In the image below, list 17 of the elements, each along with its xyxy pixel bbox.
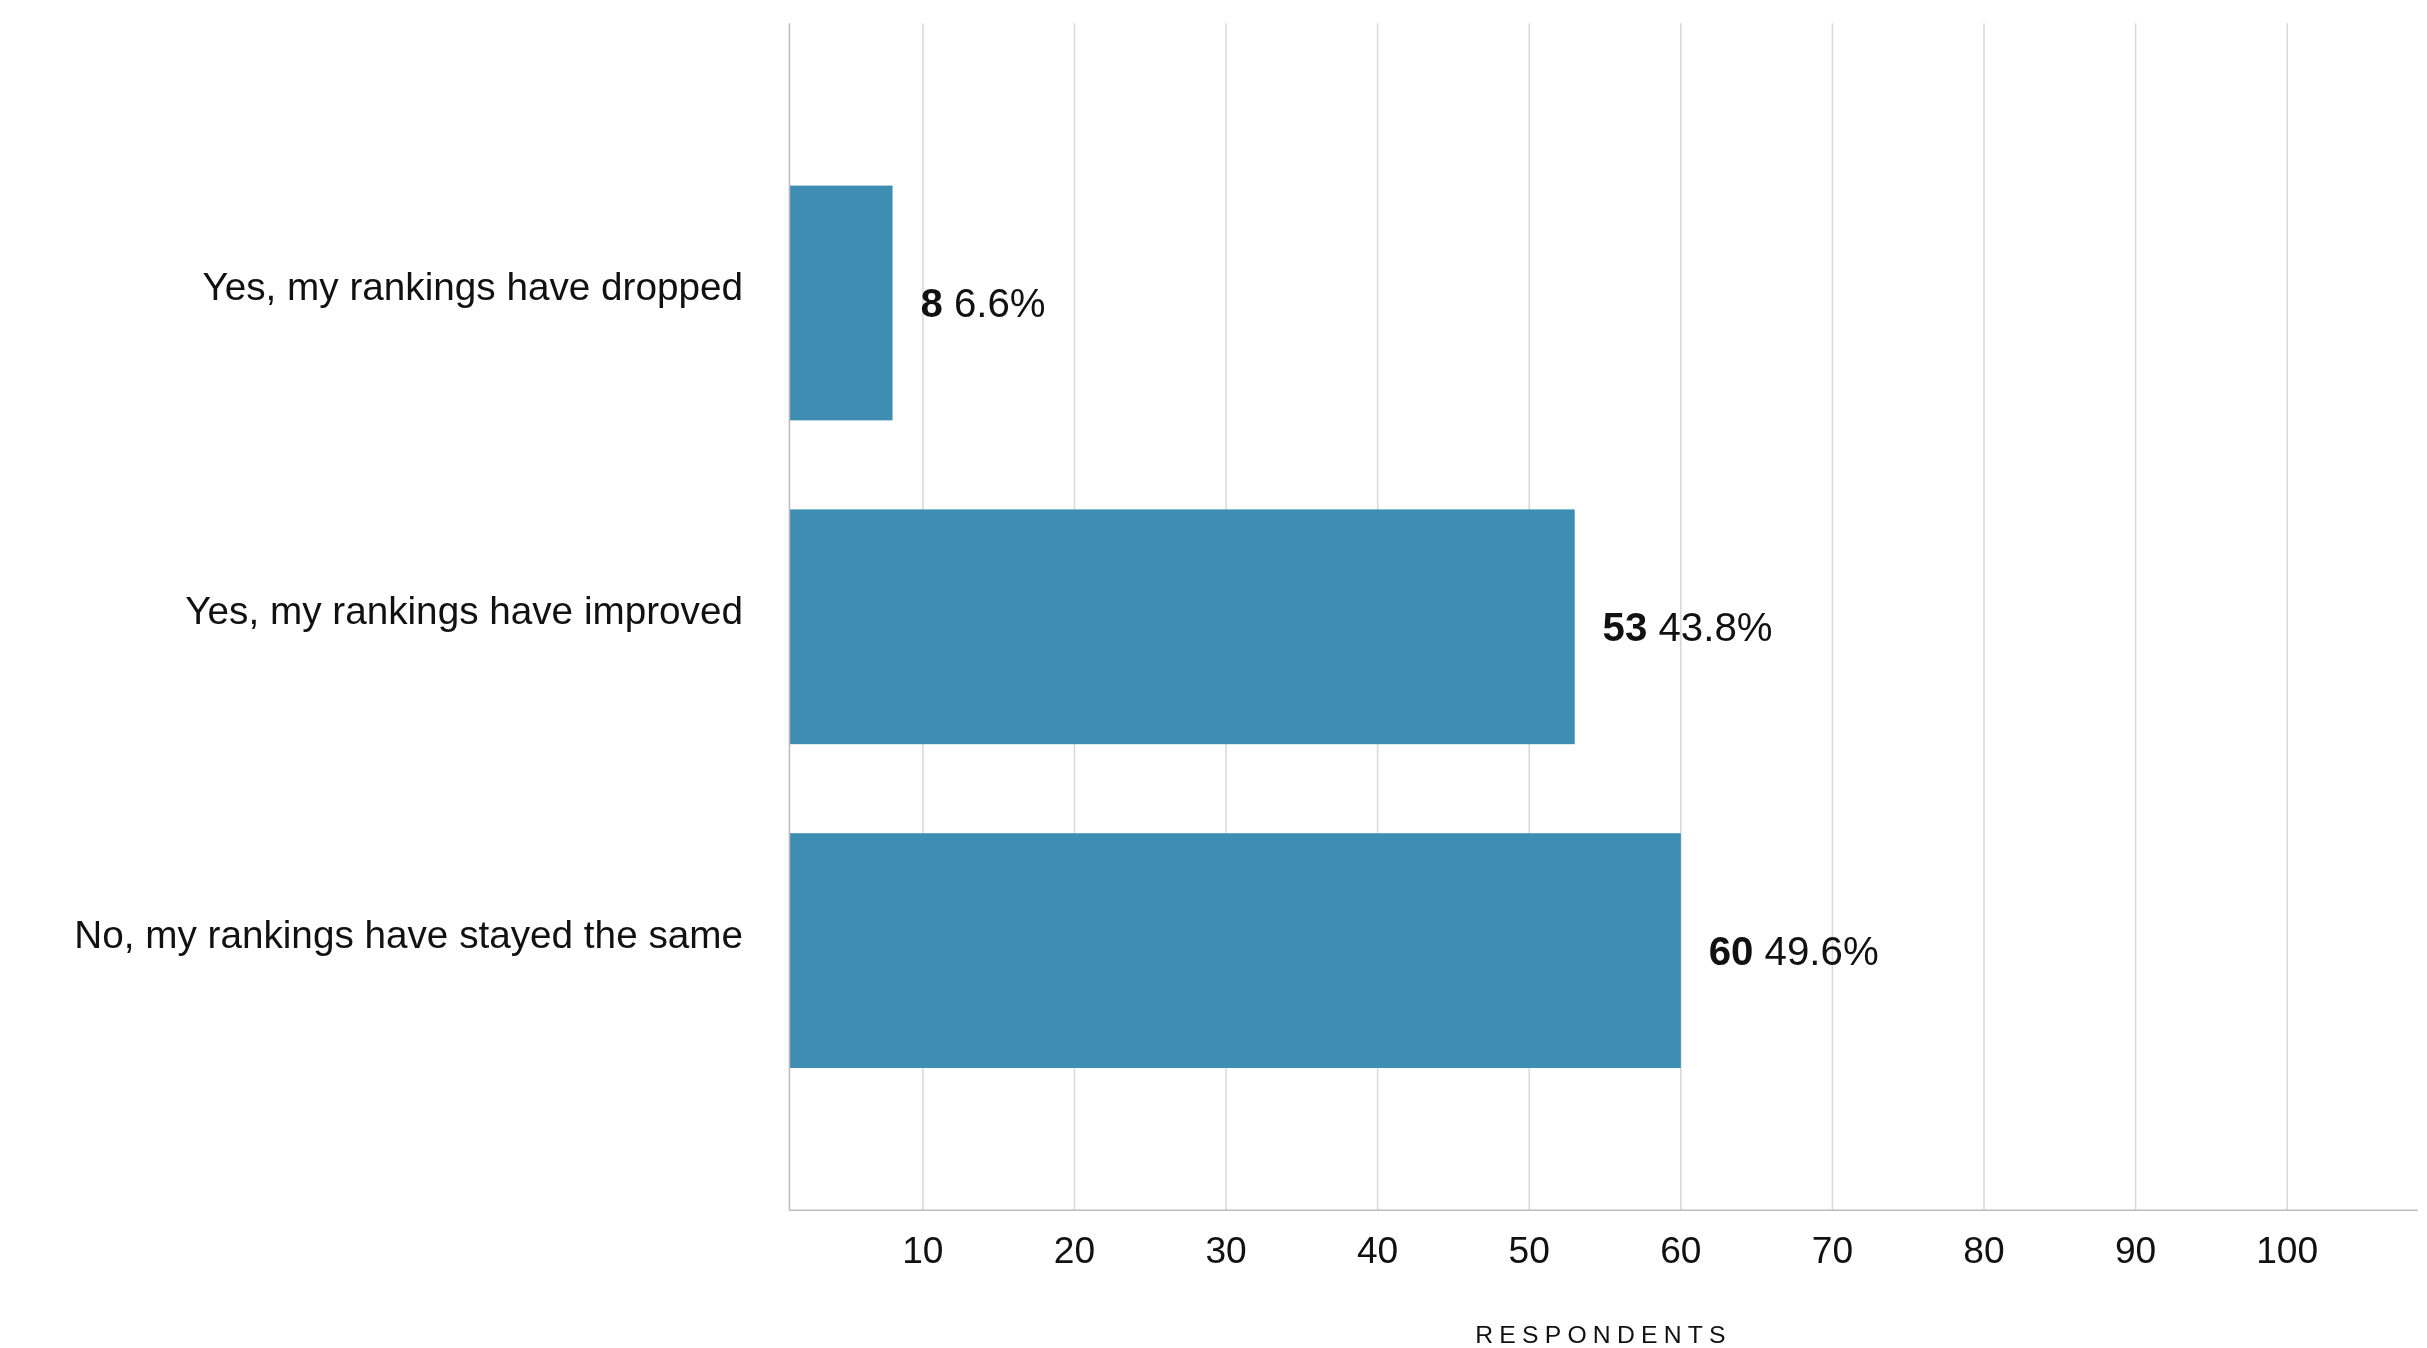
x-tick-label: 40 [1356, 1228, 1399, 1271]
data-label: 8 6.6% [920, 280, 1046, 326]
y-tick-label: Yes, my rankings have improved [185, 588, 744, 632]
x-tick-label: 100 [2256, 1228, 2319, 1271]
x-tick-label: 10 [902, 1228, 944, 1271]
data-label: 60 49.6% [1708, 928, 1879, 974]
y-tick-label: No, my rankings have stayed the same [74, 912, 744, 956]
x-tick-label: 60 [1660, 1228, 1702, 1271]
x-tick-label: 80 [1963, 1228, 2005, 1271]
x-tick-label: 50 [1508, 1228, 1550, 1271]
x-tick-label: 90 [2114, 1228, 2157, 1271]
y-tick-label: Yes, my rankings have dropped [202, 264, 744, 308]
x-tick-label: 70 [1811, 1228, 1854, 1271]
x-tick-label: 30 [1205, 1228, 1247, 1271]
data-label: 53 43.8% [1602, 604, 1773, 650]
x-axis-title: RESPONDENTS [1475, 1321, 1732, 1348]
x-tick-label: 20 [1053, 1228, 1096, 1271]
